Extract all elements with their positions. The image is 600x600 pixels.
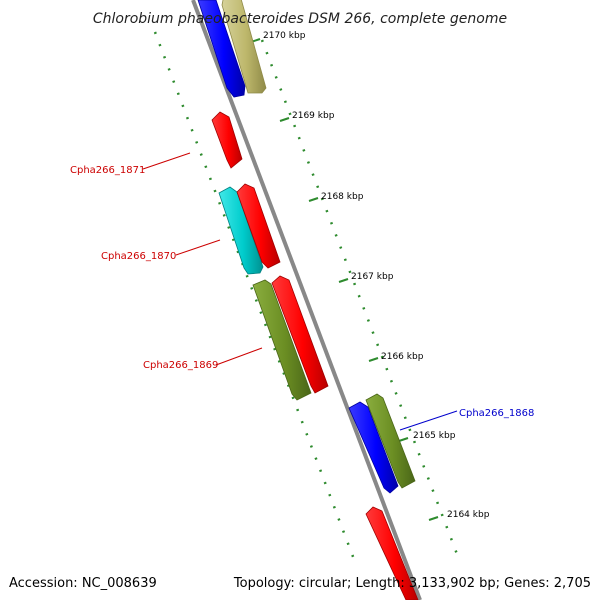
topology-text: Topology: circular; Length: 3,133,902 bp… bbox=[233, 576, 591, 591]
gene-label-cpha266-1868[interactable]: Cpha266_1868 bbox=[459, 408, 534, 419]
gene-labels: Cpha266_1871 Cpha266_1870 Cpha266_1869 C… bbox=[70, 152, 534, 431]
gene-label-cpha266-1870[interactable]: Cpha266_1870 bbox=[101, 251, 176, 262]
gene-arrow-cpha266-1868[interactable] bbox=[365, 393, 416, 489]
gene-arrow-blue-lower[interactable] bbox=[348, 401, 399, 494]
accession-text: Accession: NC_008639 bbox=[9, 576, 157, 591]
map-title: Chlorobium phaeobacteroides DSM 266, com… bbox=[93, 11, 507, 27]
tick-label: 2168 kbp bbox=[321, 192, 364, 202]
gene-arrow-cpha266-1869[interactable] bbox=[252, 279, 312, 401]
gene-arrow-blue-top[interactable] bbox=[197, 0, 246, 98]
leader-line-1871 bbox=[142, 152, 191, 170]
gene-arrow-red-3[interactable] bbox=[271, 275, 329, 394]
gene-arrow-red-2[interactable] bbox=[236, 183, 281, 269]
tick-mark bbox=[308, 197, 319, 202]
gene-arrow-cpha266-1870[interactable] bbox=[218, 186, 264, 275]
gene-label-cpha266-1871[interactable]: Cpha266_1871 bbox=[70, 165, 145, 176]
tick-label: 2170 kbp bbox=[263, 31, 306, 41]
tick-label: 2166 kbp bbox=[381, 352, 424, 362]
tick-label: 2165 kbp bbox=[413, 431, 456, 441]
gene-features bbox=[197, 0, 419, 600]
leader-line-1870 bbox=[175, 239, 221, 256]
tick-label: 2169 kbp bbox=[292, 111, 335, 121]
tick-label: 2167 kbp bbox=[351, 272, 394, 282]
leader-line-1869 bbox=[215, 347, 263, 366]
tick-label: 2164 kbp bbox=[447, 510, 490, 520]
tick-mark bbox=[428, 516, 439, 521]
kbp-ticks: 2170 kbp 2169 kbp 2168 kbp 2167 kbp 2166… bbox=[250, 31, 490, 521]
gene-arrow-red-bottom[interactable] bbox=[365, 506, 419, 600]
gene-arrow-cpha266-1871[interactable] bbox=[211, 111, 243, 169]
leader-line-1868 bbox=[399, 410, 458, 431]
tick-mark bbox=[368, 357, 379, 362]
gene-arrow-khaki-top[interactable] bbox=[221, 0, 267, 94]
tick-mark bbox=[338, 278, 349, 283]
tick-mark bbox=[279, 117, 290, 122]
gene-label-cpha266-1869[interactable]: Cpha266_1869 bbox=[143, 360, 218, 371]
genome-backbone bbox=[191, 0, 422, 600]
tick-mark bbox=[398, 437, 409, 442]
